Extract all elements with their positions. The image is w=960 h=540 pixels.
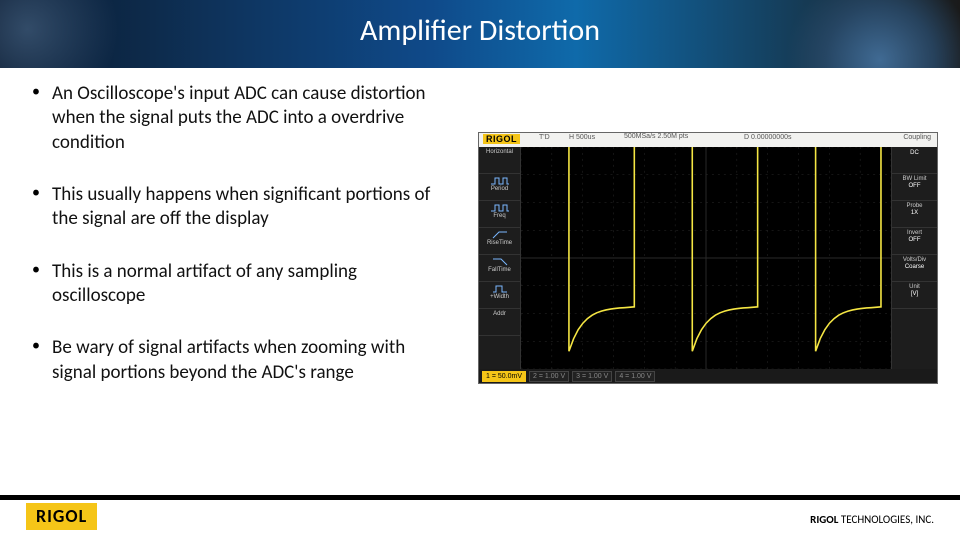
scope-left-button: RiseTime	[479, 228, 520, 255]
scope-left-button: Horizontal	[479, 147, 520, 174]
scope-right-button: DC	[892, 147, 937, 174]
scope-left-panel: Horizontal Period Freq RiseTime FallTime…	[479, 147, 521, 369]
scope-right-button: Unit[V]	[892, 282, 937, 309]
scope-left-button: FallTime	[479, 255, 520, 282]
bullet-item: Be wary of signal artifacts when zooming…	[30, 336, 440, 385]
slide-header: Amplifier Distortion	[0, 0, 960, 68]
scope-rate: 500MSa/s 2.50M pts	[624, 134, 688, 140]
footer-divider	[0, 495, 960, 500]
bullet-item: This is a normal artifact of any samplin…	[30, 260, 440, 309]
scope-right-button: Probe1X	[892, 201, 937, 228]
bullet-item: This usually happens when significant po…	[30, 183, 440, 232]
scope-channel-button: 1 = 50.0mV	[482, 371, 526, 382]
scope-waveform-area	[521, 147, 891, 369]
scope-hscale: H 500us	[569, 134, 595, 141]
slide-root: Amplifier Distortion An Oscilloscope's i…	[0, 0, 960, 540]
slide-content: An Oscilloscope's input ADC can cause di…	[30, 82, 440, 413]
bullet-item: An Oscilloscope's input ADC can cause di…	[30, 82, 440, 155]
scope-brand: RIGOL	[483, 134, 522, 144]
scope-mode: Coupling	[903, 134, 931, 141]
footer-company: RIGOL TECHNOLOGIES, INC.	[810, 513, 934, 526]
scope-delay: D 0.00000000s	[744, 134, 791, 141]
scope-left-button: Freq	[479, 201, 520, 228]
scope-top-bar: RIGOL T'D H 500us 500MSa/s 2.50M pts D 0…	[479, 133, 937, 147]
footer-logo: RIGOL	[26, 503, 97, 530]
scope-right-button: InvertOFF	[892, 228, 937, 255]
scope-right-panel: DC BW LimitOFF Probe1X InvertOFF Volts/D…	[891, 147, 937, 369]
oscilloscope-screenshot: RIGOL T'D H 500us 500MSa/s 2.50M pts D 0…	[478, 132, 938, 384]
bullet-list: An Oscilloscope's input ADC can cause di…	[30, 82, 440, 385]
scope-right-button: BW LimitOFF	[892, 174, 937, 201]
scope-left-button: +Width	[479, 282, 520, 309]
scope-status: T'D	[539, 134, 550, 141]
scope-right-button: Volts/DivCoarse	[892, 255, 937, 282]
scope-left-button: Period	[479, 174, 520, 201]
scope-channel-button: 3 = 1.00 V	[572, 371, 612, 382]
scope-left-button: Addr	[479, 309, 520, 336]
slide-title: Amplifier Distortion	[0, 12, 960, 49]
scope-bottom-bar: 1 = 50.0mV 2 = 1.00 V 3 = 1.00 V 4 = 1.0…	[479, 369, 937, 383]
scope-channel-button: 2 = 1.00 V	[529, 371, 569, 382]
scope-channel-button: 4 = 1.00 V	[615, 371, 655, 382]
